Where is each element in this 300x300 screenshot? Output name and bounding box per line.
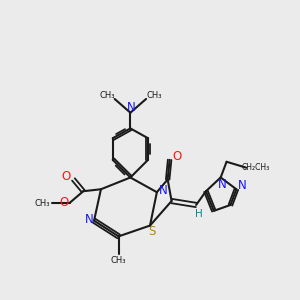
- Text: N: N: [218, 178, 227, 191]
- Text: CH₃: CH₃: [146, 91, 162, 100]
- Text: O: O: [59, 196, 68, 208]
- Text: N: N: [85, 213, 94, 226]
- Text: O: O: [172, 150, 181, 164]
- Text: CH₃: CH₃: [99, 91, 115, 100]
- Text: CH₂CH₃: CH₂CH₃: [242, 163, 270, 172]
- Text: N: N: [159, 184, 168, 197]
- Text: N: N: [238, 179, 247, 192]
- Text: CH₃: CH₃: [34, 199, 50, 208]
- Text: N: N: [127, 101, 136, 114]
- Text: O: O: [61, 170, 70, 183]
- Text: S: S: [148, 225, 156, 238]
- Text: H: H: [195, 209, 203, 219]
- Text: CH₃: CH₃: [111, 256, 126, 266]
